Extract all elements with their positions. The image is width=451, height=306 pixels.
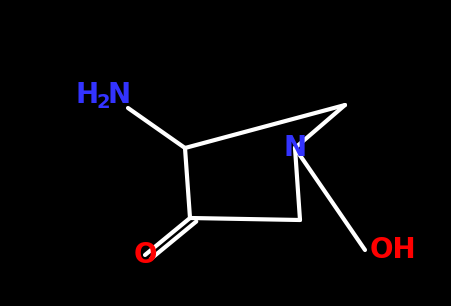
Text: 2: 2 — [97, 93, 110, 112]
Text: O: O — [133, 241, 157, 269]
Text: H: H — [75, 81, 98, 109]
Text: N: N — [283, 134, 307, 162]
Text: OH: OH — [369, 236, 416, 264]
Text: N: N — [107, 81, 131, 109]
